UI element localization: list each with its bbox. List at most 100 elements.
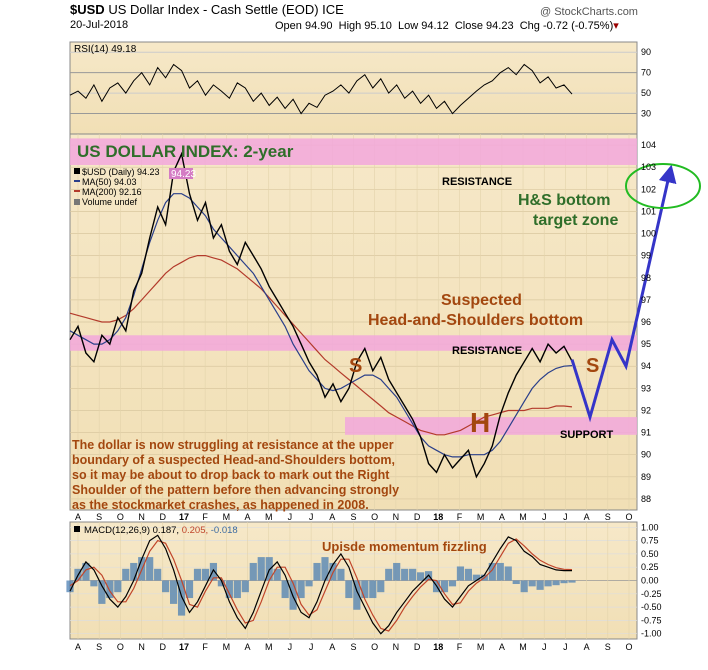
projection-arrow bbox=[570, 164, 677, 423]
price-tag: 94.23 bbox=[171, 169, 196, 180]
macd-hist-bar bbox=[297, 580, 305, 599]
macd-x-tick-label: M bbox=[477, 642, 485, 652]
macd-tick-label: 1.00 bbox=[641, 522, 659, 532]
price-tick-label: 95 bbox=[641, 339, 651, 349]
macd-hist-bar bbox=[130, 562, 138, 581]
target-annotation-line2: target zone bbox=[533, 212, 618, 229]
price-zones bbox=[70, 138, 637, 435]
x-tick-label: O bbox=[371, 512, 378, 522]
macd-hist-bar bbox=[82, 562, 90, 581]
close-value: Close 94.23 bbox=[454, 20, 514, 32]
macd-hist-bar bbox=[456, 566, 465, 581]
macd-panel: 1.00 0.75 0.50 0.25 0.00 -0.25 -0.50 -0.75 -1.00… bbox=[66, 521, 662, 652]
x-tick-label: O bbox=[117, 512, 124, 522]
macd-x-tick-label: D bbox=[414, 642, 421, 652]
legend-swatch-price bbox=[74, 168, 80, 174]
macd-hist-bar bbox=[520, 580, 528, 593]
price-tick-label: 104 bbox=[641, 140, 656, 150]
chart-title: US DOLLAR INDEX: 2-year bbox=[77, 142, 294, 161]
exchange: ICE bbox=[322, 2, 344, 17]
x-tick-label: S bbox=[350, 512, 356, 522]
rsi-label: RSI(14) 49.18 bbox=[74, 44, 137, 55]
price-tag-box bbox=[169, 168, 193, 179]
macd-hist-bar bbox=[393, 562, 401, 581]
macd-x-tick-label: A bbox=[245, 642, 251, 652]
macd-hist-bar bbox=[472, 574, 480, 581]
macd-x-tick-label: O bbox=[371, 642, 378, 652]
macd-hist-bar bbox=[114, 580, 122, 593]
zone-band bbox=[70, 138, 637, 165]
x-tick-label: D bbox=[414, 512, 421, 522]
macd-hist-bar bbox=[90, 580, 98, 587]
head-label: H bbox=[470, 407, 490, 438]
price-tick-label: 89 bbox=[641, 472, 651, 482]
macd-hist-bar bbox=[170, 580, 178, 604]
price-x-axis-labels: A S O N D 17 F M A M J J A S O N D 18 F M A M J J A S O bbox=[75, 512, 633, 522]
down-triangle-icon: ▾ bbox=[613, 20, 619, 32]
symbol: $USD bbox=[70, 2, 105, 17]
rsi-tick-label: 50 bbox=[641, 88, 651, 98]
zone-band bbox=[70, 335, 637, 351]
macd-tick-label: -0.25 bbox=[641, 589, 662, 599]
price-tick-label: 97 bbox=[641, 295, 651, 305]
macd-hist-bar bbox=[265, 557, 273, 581]
target-circle bbox=[625, 163, 701, 209]
macd-hist-bar bbox=[122, 568, 130, 581]
macd-hist-bar bbox=[225, 580, 233, 599]
rsi-axis-labels: 90 70 50 30 bbox=[641, 47, 651, 118]
x-tick-label: D bbox=[160, 512, 167, 522]
macd-x-axis-labels: A S O N D 17 F M A M J J A S O N D 18 F M A M J J A S O bbox=[75, 642, 633, 652]
macd-hist-bar bbox=[146, 557, 154, 581]
legend: $USD (Daily) 94.23 MA(50) 94.03 MA(200) … bbox=[74, 167, 160, 207]
macd-label-signal: 0.205, bbox=[182, 525, 208, 536]
stockcharts-watermark[interactable]: @ StockCharts.com bbox=[540, 6, 638, 18]
macd-hist-bar bbox=[154, 568, 162, 581]
usd-price-line bbox=[69, 151, 573, 479]
rsi-tick-label: 30 bbox=[641, 109, 651, 119]
pattern-annotation-line1: Suspected bbox=[441, 292, 522, 309]
price-tick-label: 91 bbox=[641, 428, 651, 438]
macd-hist-bar bbox=[66, 580, 74, 593]
x-tick-label: N bbox=[393, 512, 400, 522]
macd-x-tick-label: D bbox=[160, 642, 167, 652]
price-tick-label: 100 bbox=[641, 229, 656, 239]
price-tick-label: 92 bbox=[641, 405, 651, 415]
ma200-line bbox=[69, 255, 573, 436]
macd-hist-bar bbox=[241, 580, 249, 593]
price-grid bbox=[70, 134, 637, 510]
macd-hist-bar bbox=[177, 580, 186, 616]
macd-tick-label: -1.00 bbox=[641, 629, 662, 639]
macd-hist-bar bbox=[249, 562, 257, 581]
price-tick-label: 94 bbox=[641, 361, 651, 371]
macd-hist-bar bbox=[305, 580, 313, 587]
commentary-line-1: The dollar is now struggling at resistan… bbox=[72, 438, 394, 452]
high-value: High 95.10 bbox=[338, 20, 392, 32]
macd-hist-bar bbox=[361, 580, 369, 599]
x-tick-label: A bbox=[75, 512, 81, 522]
macd-hist-bar bbox=[448, 580, 457, 587]
macd-hist-bar bbox=[409, 568, 417, 581]
legend-swatch-ma200 bbox=[74, 190, 80, 192]
macd-hist-bar bbox=[313, 562, 321, 581]
macd-hist-bar bbox=[488, 562, 496, 581]
macd-hist-bar bbox=[385, 568, 393, 581]
macd-hist-bar bbox=[193, 568, 202, 581]
macd-x-tick-label: M bbox=[223, 642, 231, 652]
macd-x-tick-label: M bbox=[265, 642, 273, 652]
rsi-background bbox=[69, 41, 638, 135]
macd-hist-bar bbox=[377, 580, 385, 593]
x-tick-label: S bbox=[96, 512, 102, 522]
macd-hist-bar bbox=[512, 580, 520, 585]
pattern-annotation-line2: Head-and-Shoulders bottom bbox=[368, 312, 583, 329]
commentary: The dollar is now struggling at resistan… bbox=[72, 438, 399, 512]
macd-hist-bar bbox=[233, 580, 241, 599]
price-tick-label: 103 bbox=[641, 162, 656, 172]
macd-hist-bar bbox=[257, 557, 265, 581]
target-annotation-line1: H&S bottom bbox=[518, 192, 610, 209]
resistance-upper-label: RESISTANCE bbox=[442, 176, 512, 188]
macd-x-tick-label: S bbox=[350, 642, 356, 652]
price-tick-label: 90 bbox=[641, 450, 651, 460]
macd-hist-bar bbox=[209, 562, 218, 581]
x-tick-label: O bbox=[625, 512, 632, 522]
x-tick-label: J bbox=[542, 512, 547, 522]
